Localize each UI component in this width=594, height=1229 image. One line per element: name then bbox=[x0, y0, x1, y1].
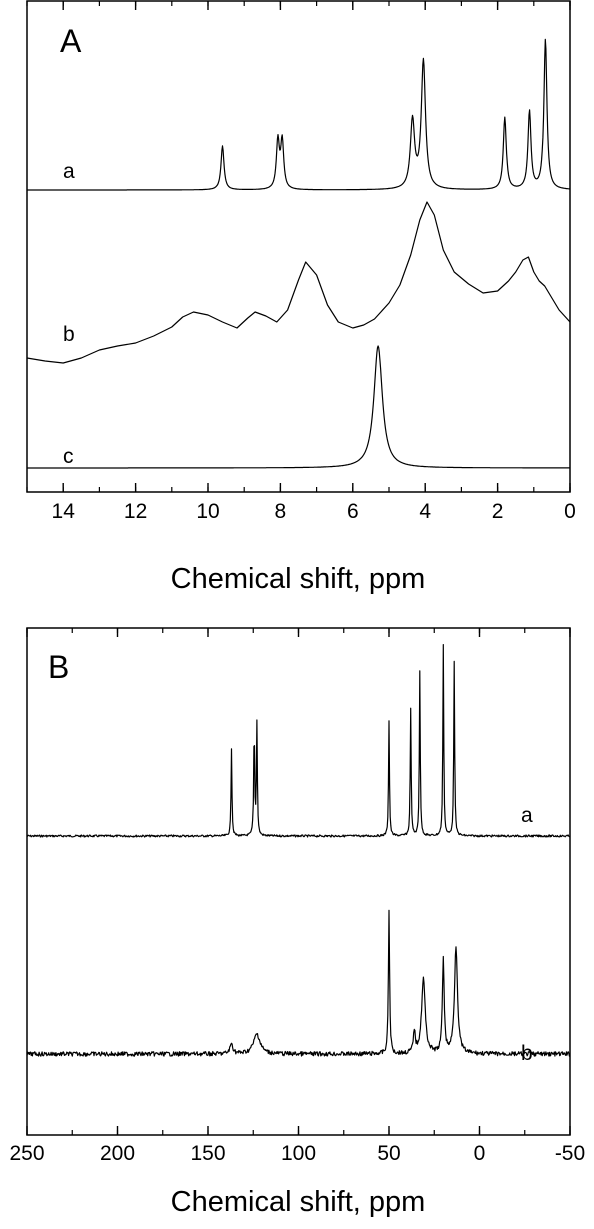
panel-b: B 250 200 150 100 50 0 -50 a b Chemical shift,… bbox=[9, 627, 585, 1218]
panel-a-letter: A bbox=[60, 23, 82, 59]
panel-a-x-axis-title: Chemical shift, ppm bbox=[171, 563, 426, 595]
panel-a-label-b: b bbox=[63, 323, 75, 346]
panel-a-plot-frame bbox=[26, 0, 571, 493]
x-tick-label: 50 bbox=[377, 1142, 400, 1165]
x-tick-label: 100 bbox=[281, 1142, 316, 1165]
series-c-trace bbox=[27, 345, 570, 469]
panel-a-label-c: c bbox=[63, 445, 74, 468]
panel-a-label-a: a bbox=[63, 160, 75, 183]
panel-b-x-axis-title: Chemical shift, ppm bbox=[171, 1186, 426, 1218]
x-tick-label: 150 bbox=[190, 1142, 225, 1165]
x-tick-label: 0 bbox=[564, 500, 576, 523]
panel-a: A 14 12 10 8 6 4 2 0 a b c Chemical shift, ppm bbox=[26, 0, 576, 595]
x-tick-label: 14 bbox=[52, 500, 76, 523]
x-tick-label: 6 bbox=[347, 500, 359, 523]
x-tick-label: 12 bbox=[124, 500, 147, 523]
series-b-trace bbox=[26, 909, 571, 1057]
panel-b-label-b: b bbox=[521, 1042, 533, 1065]
panel-b-label-a: a bbox=[521, 804, 533, 827]
x-tick-label: 200 bbox=[100, 1142, 135, 1165]
x-tick-label: 4 bbox=[419, 500, 431, 523]
panel-a-x-axis: 14 12 10 8 6 4 2 0 bbox=[26, 1, 576, 523]
series-a-trace bbox=[26, 644, 571, 838]
panel-b-plot-frame bbox=[26, 627, 571, 1136]
panel-b-letter: B bbox=[48, 649, 69, 685]
panel-a-series bbox=[26, 38, 571, 469]
x-tick-label: 10 bbox=[196, 500, 219, 523]
x-tick-label: 0 bbox=[474, 1142, 486, 1165]
x-tick-label: 2 bbox=[492, 500, 504, 523]
series-a-trace bbox=[27, 38, 570, 191]
panel-b-series bbox=[26, 644, 571, 1057]
panel-b-x-axis: 250 200 150 100 50 0 -50 bbox=[9, 628, 585, 1165]
x-tick-label: -50 bbox=[555, 1142, 585, 1165]
series-b-trace bbox=[26, 201, 571, 364]
x-tick-label: 250 bbox=[9, 1142, 44, 1165]
x-tick-label: 8 bbox=[275, 500, 287, 523]
